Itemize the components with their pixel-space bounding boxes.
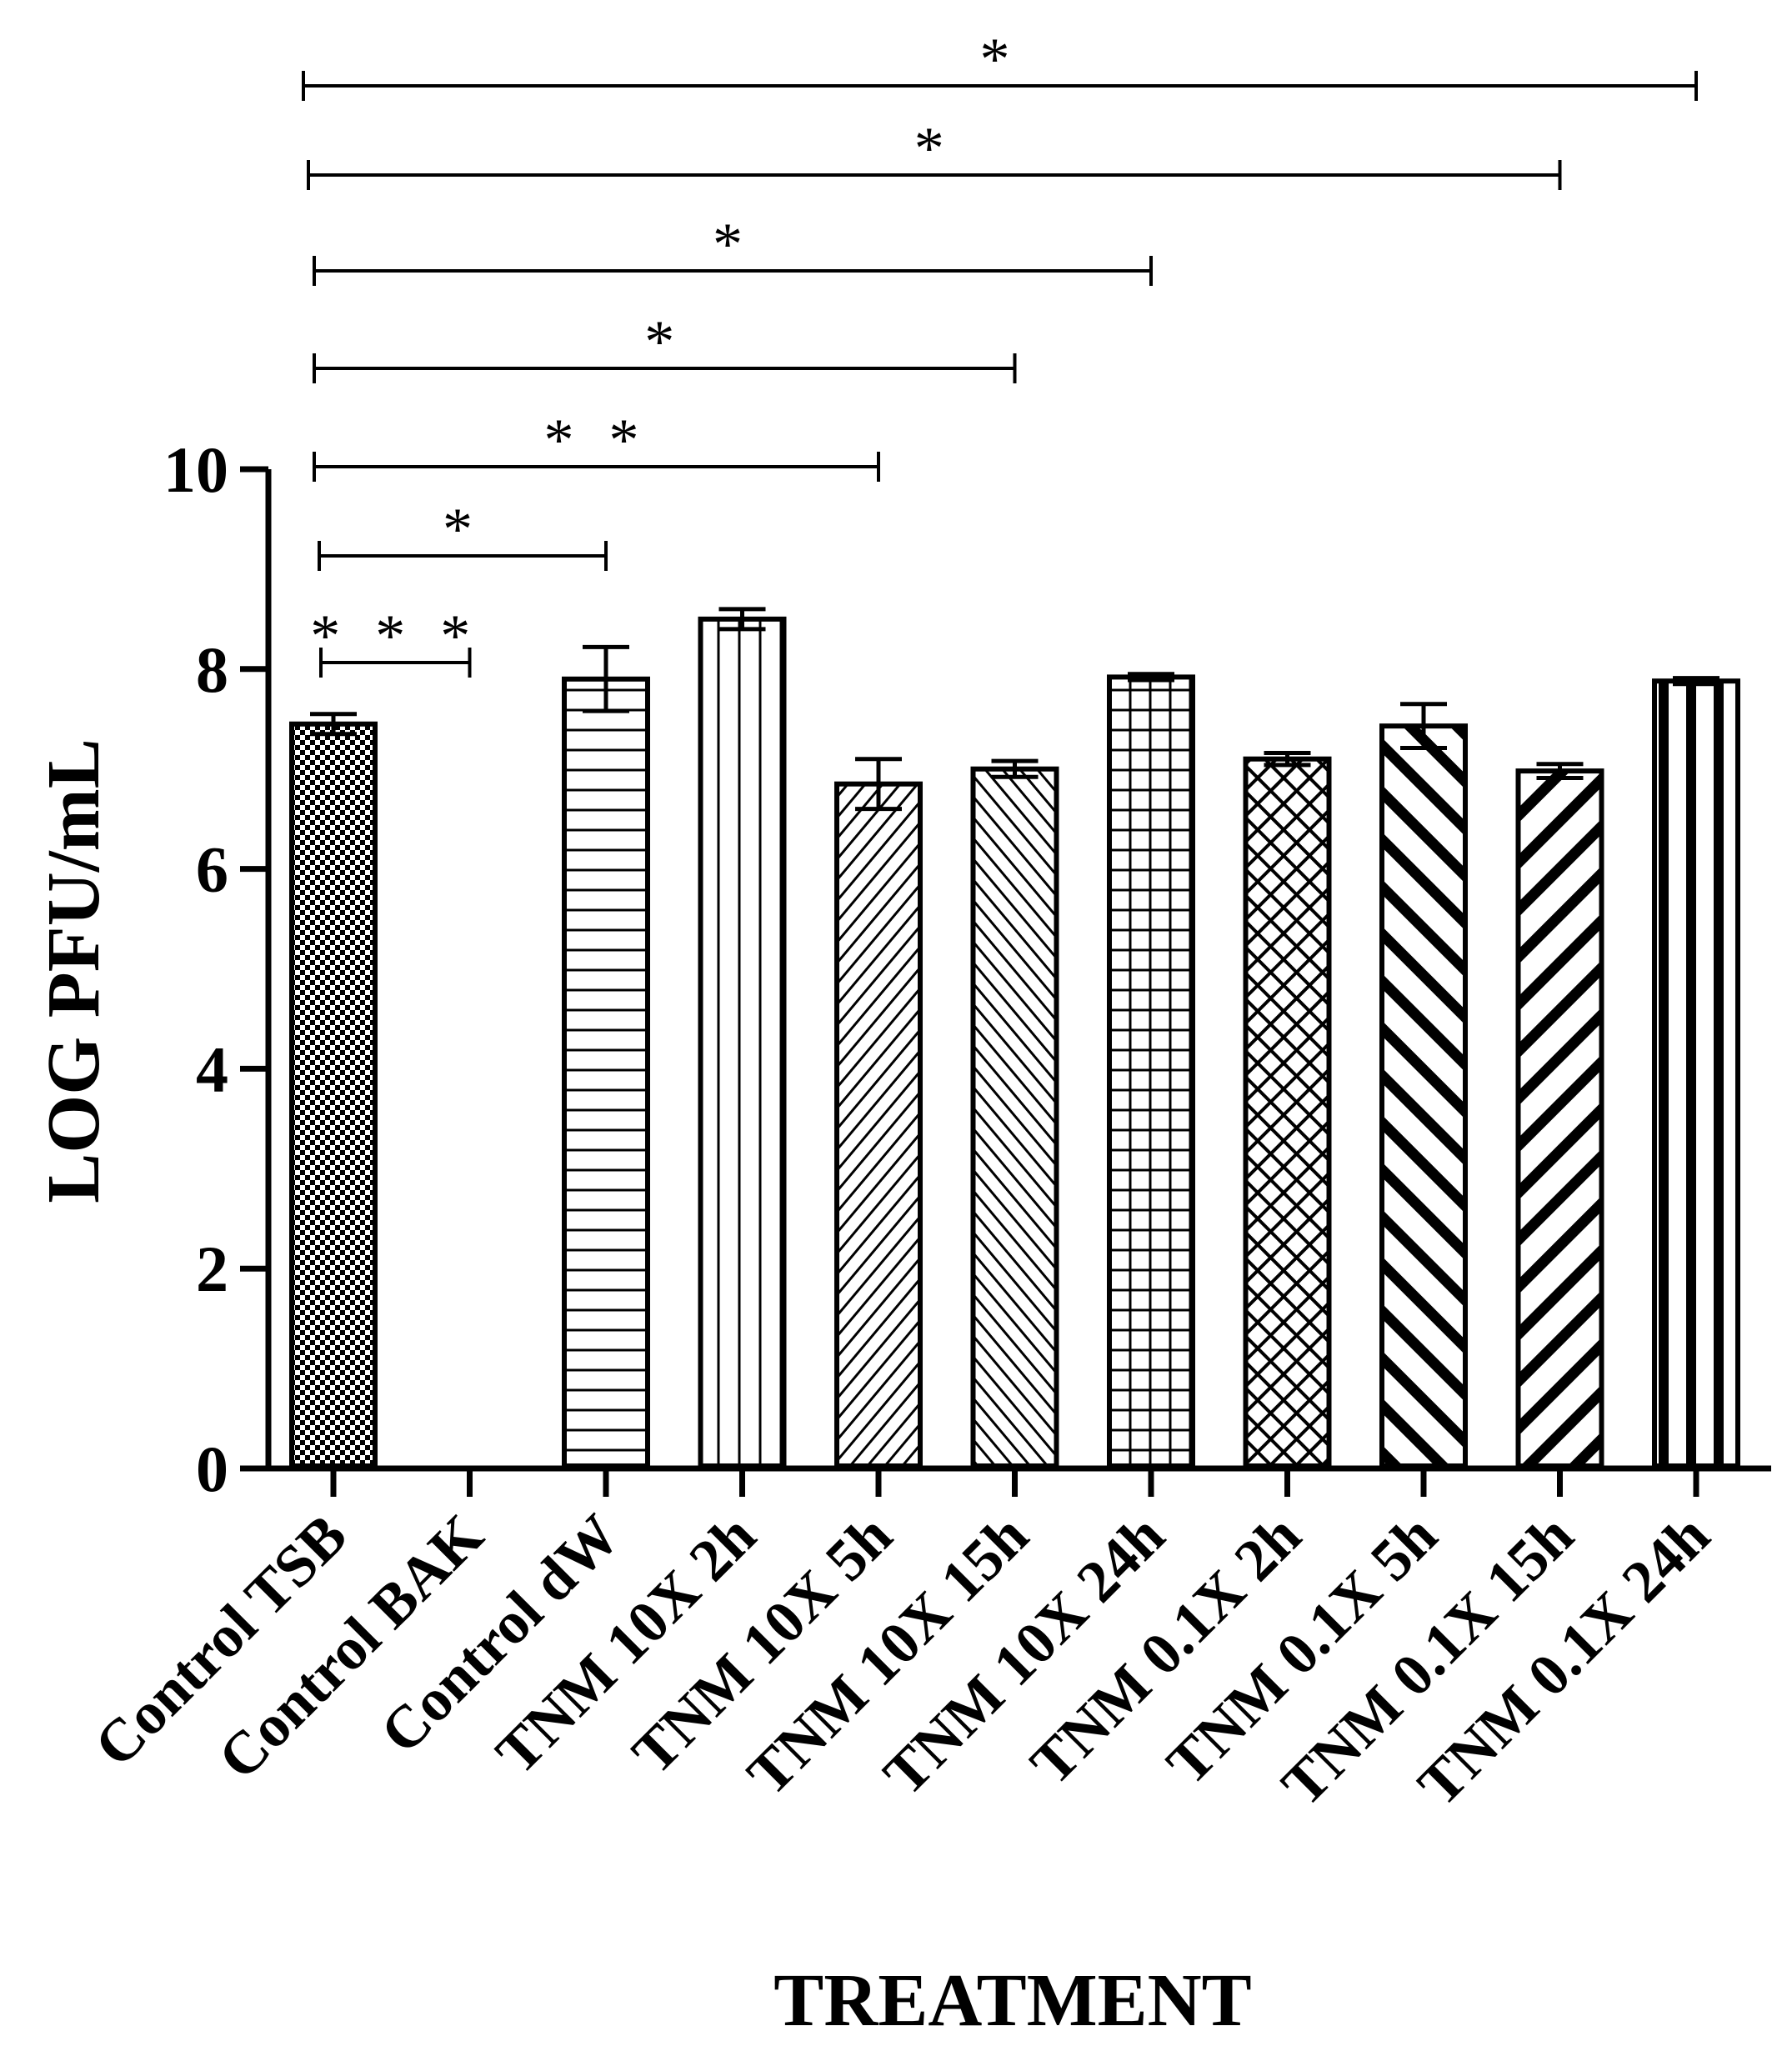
bar <box>698 616 787 1468</box>
bar <box>834 781 923 1468</box>
error-bar <box>1536 762 1584 780</box>
bar <box>289 721 378 1468</box>
significance-bracket: * * <box>313 407 880 482</box>
y-axis: 0 2 4 6 8 10 <box>163 433 272 1505</box>
significance-label: * <box>713 211 753 278</box>
significance-bracket: * <box>313 211 1153 286</box>
y-tick-label: 2 <box>196 1233 228 1305</box>
y-tick-label: 0 <box>196 1433 228 1505</box>
y-axis-title: LOG PFU/mL <box>33 738 115 1203</box>
significance-bracket: * <box>307 115 1562 190</box>
y-tick-label: 6 <box>196 833 228 906</box>
significance-bracket: * <box>302 26 1698 101</box>
significance-label: * <box>443 496 483 563</box>
bar <box>1107 674 1195 1468</box>
significance-brackets: * * * * * * * * * * <box>302 26 1698 678</box>
significance-bracket: * <box>318 496 608 571</box>
significance-label: * * <box>544 407 649 473</box>
significance-bracket: * <box>313 308 1017 383</box>
bar <box>970 766 1059 1468</box>
error-bar <box>1400 702 1447 751</box>
y-tick-label: 4 <box>196 1033 228 1105</box>
error-bar <box>991 758 1039 779</box>
error-bar <box>855 757 902 812</box>
error-bar <box>1264 751 1311 768</box>
error-bars <box>310 607 1719 812</box>
error-bar <box>718 607 766 632</box>
significance-label: * <box>914 115 954 182</box>
significance-label: * * * <box>310 603 480 669</box>
error-bar <box>1128 672 1174 683</box>
error-bar <box>583 644 629 713</box>
significance-label: * <box>644 308 684 375</box>
y-tick-label: 10 <box>163 433 228 506</box>
bar <box>562 676 650 1468</box>
bar <box>1379 723 1468 1468</box>
error-bar <box>310 712 357 737</box>
bar <box>1652 678 1740 1468</box>
x-axis-title: TREATMENT <box>773 1959 1251 2042</box>
significance-bracket: * * * <box>310 603 480 678</box>
bar <box>1243 756 1332 1468</box>
y-tick-label: 8 <box>196 633 228 706</box>
bars <box>289 616 1740 1468</box>
significance-label: * <box>980 26 1020 93</box>
bar <box>1515 768 1604 1468</box>
error-bar <box>1673 676 1719 687</box>
